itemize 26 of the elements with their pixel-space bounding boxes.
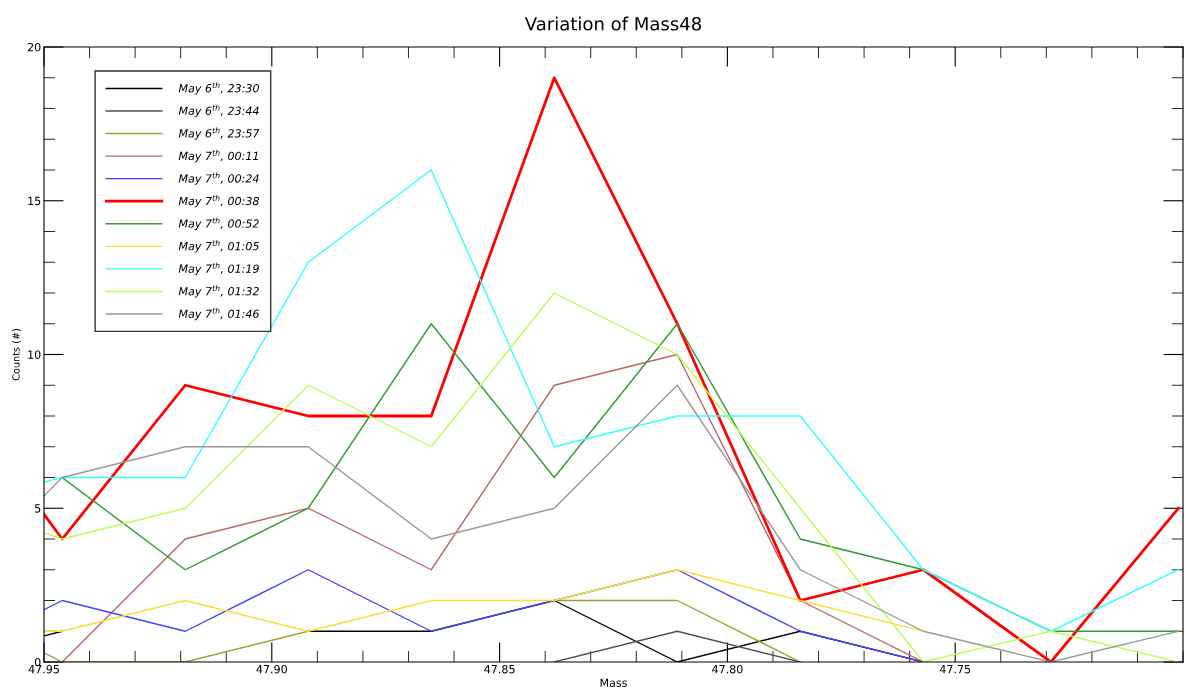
legend-label: May 7$^{th}$, 01:05 — [178, 240, 259, 253]
x-tick-label: 47.80 — [712, 664, 743, 674]
y-tick-label: 20 — [27, 42, 41, 52]
chart-title: Variation of Mass48 — [524, 16, 701, 31]
x-tick-label: 47.75 — [939, 665, 971, 674]
x-tick-label: 47.95 — [28, 664, 59, 674]
x-tick-label: 47.90 — [256, 664, 287, 674]
legend-label: May 7$^{th}$, 01:46 — [178, 307, 259, 321]
line-series — [44, 76, 1180, 662]
legend-label: May 7$^{th}$, 00:11 — [178, 149, 258, 163]
x-axis-title: Mass — [600, 678, 627, 687]
line-series — [44, 169, 1180, 632]
legend-label: May 7$^{th}$, 00:24 — [178, 172, 259, 185]
legend-label: May 7$^{th}$, 00:52 — [178, 217, 259, 230]
legend-label: May 6$^{th}$, 23:30 — [178, 82, 259, 95]
y-tick-label: 15 — [28, 196, 41, 206]
legend-label: May 6$^{th}$, 23:44 — [178, 104, 259, 118]
legend-label: May 7$^{th}$, 00:38 — [178, 194, 260, 208]
legend-label: May 7$^{th}$, 01:19 — [178, 262, 259, 276]
y-tick-label: 10 — [28, 350, 41, 359]
legend-label: May 7$^{th}$, 01:32 — [178, 285, 259, 298]
y-tick-label: 5 — [35, 504, 41, 513]
legend-label: May 6$^{th}$, 23:57 — [178, 127, 260, 140]
x-tick-label: 47.85 — [484, 664, 515, 674]
line-series — [44, 384, 1180, 662]
y-axis-title: Counts (#) — [12, 328, 21, 381]
